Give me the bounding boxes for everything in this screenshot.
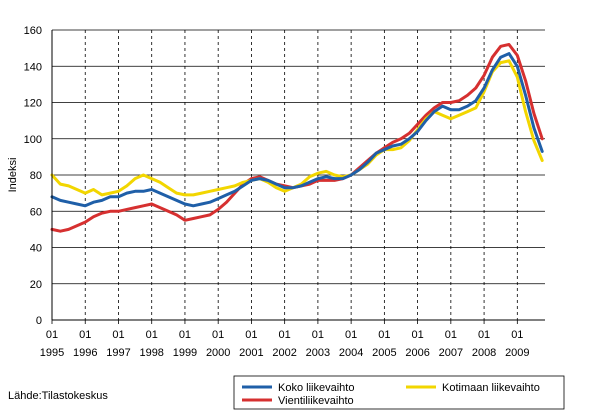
legend-label: Koko liikevaihto [278, 382, 354, 394]
y-tick-label: 160 [24, 25, 42, 37]
axes: 0 20 40 60 80 100 120 140 160 01 1995 01 1996 01 1997 0… [7, 25, 545, 359]
x-tick-label-year: 1998 [139, 347, 163, 359]
legend: Koko liikevaihto Kotimaan liikevaihto Vien… [233, 375, 565, 410]
y-tick-label: 60 [30, 206, 42, 218]
x-tick-label-month: 01 [312, 329, 324, 341]
y-axis-label: Indeksi [7, 158, 19, 193]
y-tick-label: 80 [30, 170, 42, 182]
x-tick-label-year: 1997 [106, 347, 130, 359]
x-tick-label-month: 01 [378, 329, 390, 341]
y-tick-label: 120 [24, 98, 42, 110]
x-tick-label-month: 01 [478, 329, 490, 341]
grid [52, 29, 545, 320]
series-lines [50, 43, 544, 233]
x-tick-label-year: 2000 [206, 347, 230, 359]
x-tick-label-year: 2005 [372, 347, 396, 359]
x-tick-label-month: 01 [279, 329, 291, 341]
x-tick-label-month: 01 [511, 329, 523, 341]
legend-label: Vientiliikevaihto [278, 395, 354, 407]
source-label: Lähde:Tilastokeskus [8, 390, 108, 402]
series-line [50, 52, 544, 208]
x-tick-label-month: 01 [79, 329, 91, 341]
x-tick-label-month: 01 [445, 329, 457, 341]
y-tick-label: 40 [30, 243, 42, 255]
x-tick-label-month: 01 [46, 329, 58, 341]
x-tick-label-month: 01 [212, 329, 224, 341]
y-tick-label: 20 [30, 279, 42, 291]
x-tick-label-month: 01 [179, 329, 191, 341]
x-tick-label-year: 2004 [339, 347, 363, 359]
x-tick-label-year: 1995 [40, 347, 64, 359]
x-tick-label-year: 2009 [505, 347, 529, 359]
legend-label: Kotimaan liikevaihto [442, 382, 540, 394]
x-tick-label-year: 2001 [239, 347, 263, 359]
x-tick-label-year: 1999 [173, 347, 197, 359]
x-tick-label-year: 2006 [405, 347, 429, 359]
y-tick-label: 0 [36, 315, 42, 327]
x-tick-label-year: 2007 [439, 347, 463, 359]
legend-box [233, 375, 565, 410]
x-tick-label-year: 2008 [472, 347, 496, 359]
x-tick-label-month: 01 [112, 329, 124, 341]
series-line [50, 43, 544, 233]
x-tick-label-month: 01 [245, 329, 257, 341]
x-tick-label-month: 01 [345, 329, 357, 341]
x-tick-label-month: 01 [146, 329, 158, 341]
y-tick-label: 100 [24, 134, 42, 146]
x-tick-label-year: 1996 [73, 347, 97, 359]
x-tick-label-month: 01 [411, 329, 423, 341]
y-tick-label: 140 [24, 61, 42, 73]
x-tick-label-year: 2003 [306, 347, 330, 359]
x-tick-label-year: 2002 [272, 347, 296, 359]
